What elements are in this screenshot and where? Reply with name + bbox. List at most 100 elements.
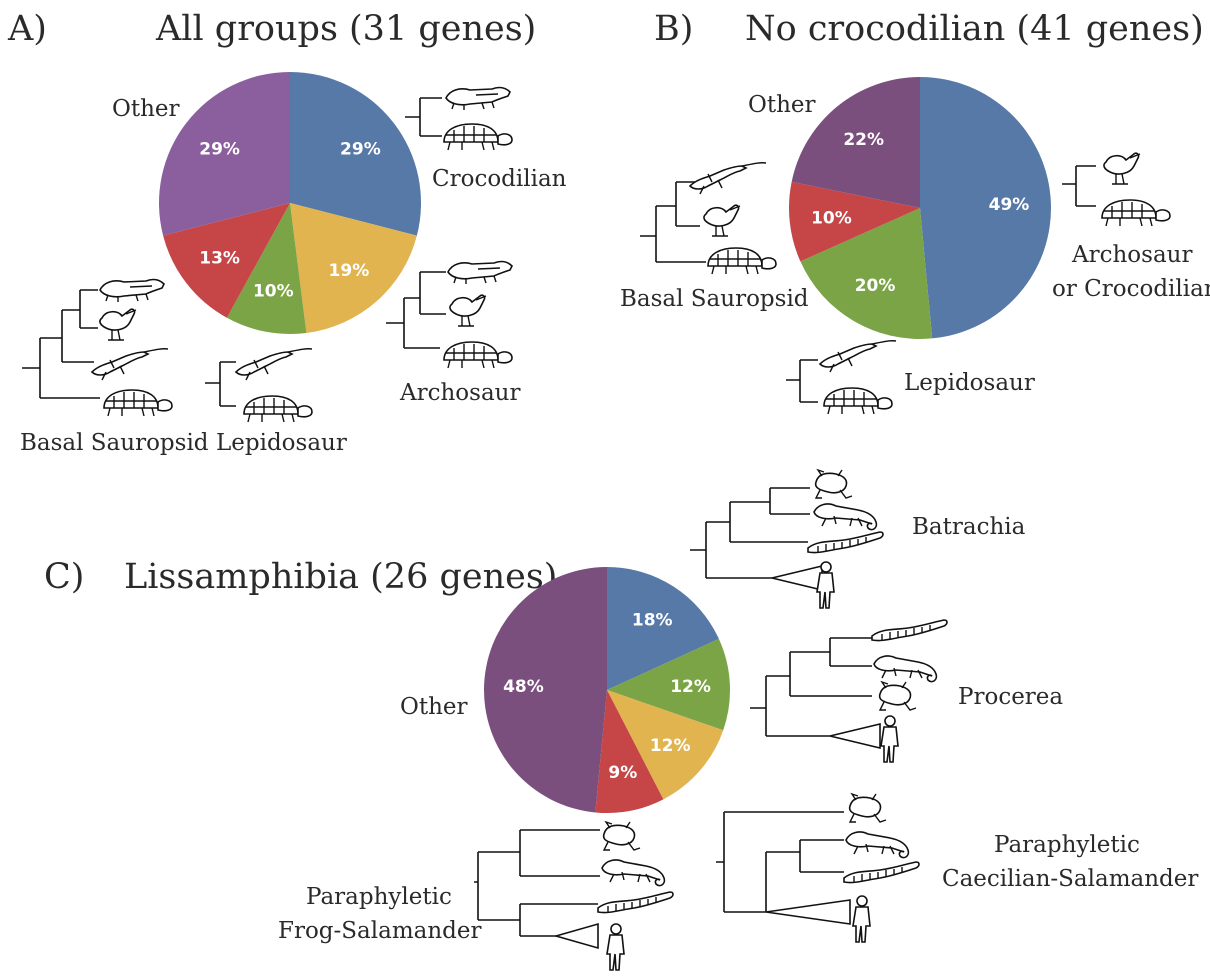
panel-c: C) Lissamphibia (26 genes) 18% 12% 12% 9% 48…: [44, 469, 1198, 971]
slice-label: 10%: [253, 282, 294, 302]
label-batrachia: Batrachia: [912, 514, 1026, 540]
frog-icon: [602, 821, 641, 851]
slice-label: 13%: [199, 249, 240, 269]
pie-slice: [791, 77, 920, 208]
tree-basal-sauropsid-a: [22, 278, 173, 417]
label-caecilian-salamander: Caecilian-Salamander: [942, 866, 1198, 892]
label-crocodilian-a: Crocodilian: [432, 166, 567, 192]
slice-label: 20%: [855, 276, 896, 296]
turtle-icon: [243, 395, 313, 423]
frog-icon: [878, 681, 917, 711]
slice-label: 19%: [329, 261, 370, 281]
chicken-icon: [703, 204, 741, 237]
caecilian-icon: [597, 891, 674, 914]
panel-a-letter: A): [7, 9, 47, 49]
human-icon: [880, 715, 899, 763]
human-icon: [852, 895, 871, 943]
label-basal-sauropsid-b: Basal Sauropsid: [620, 286, 809, 312]
turtle-icon: [443, 123, 513, 151]
human-icon: [816, 561, 835, 609]
tree-lepidosaur-a: [205, 347, 313, 423]
panel-c-title: Lissamphibia (26 genes): [124, 557, 557, 597]
chicken-icon: [449, 294, 487, 327]
pie-slice: [607, 567, 719, 690]
panel-b: B) No crocodilian (41 genes) 49% 20% 10% 22…: [620, 9, 1210, 415]
panel-a-title: All groups (31 genes): [155, 9, 536, 49]
tree-batrachia: [690, 469, 884, 609]
tree-paraphyletic-fs: [474, 821, 674, 971]
crocodile-icon: [447, 260, 513, 285]
slice-label: 29%: [340, 139, 381, 159]
tree-archosaur-a: [386, 260, 513, 369]
label-paraphyletic-fs: Paraphyletic: [306, 884, 452, 910]
turtle-icon: [443, 341, 513, 369]
tree-crocodilian-a: [405, 86, 513, 151]
chicken-icon: [99, 308, 137, 341]
lizard-icon: [235, 347, 313, 381]
human-icon: [606, 923, 625, 971]
turtle-icon: [103, 389, 173, 417]
pie-slice: [163, 203, 290, 318]
slice-label: 29%: [199, 139, 240, 159]
label-other-b: Other: [748, 92, 816, 118]
pie-slice: [290, 203, 417, 333]
lizard-icon: [91, 347, 169, 381]
label-procerea: Procerea: [958, 684, 1063, 710]
pie-slice: [607, 638, 730, 731]
slice-label: 9%: [608, 763, 637, 783]
crocodile-icon: [99, 278, 165, 303]
salamander-icon: [601, 859, 666, 887]
pie-chart-c: 18% 12% 12% 9% 48%: [484, 567, 730, 813]
slice-label: 18%: [632, 611, 673, 631]
tree-archosaur-b: [1062, 152, 1171, 227]
label-lepidosaur-b: Lepidosaur: [904, 370, 1035, 396]
frog-icon: [848, 793, 887, 823]
turtle-icon: [1101, 199, 1171, 227]
tree-procerea: [750, 619, 948, 763]
label-or-crocodilian-b: or Crocodilian: [1052, 276, 1210, 302]
panel-c-letter: C): [44, 557, 84, 597]
slice-label: 10%: [811, 209, 852, 229]
lizard-icon: [819, 339, 897, 373]
label-frog-salamander: Frog-Salamander: [278, 918, 482, 944]
slice-label: 22%: [843, 130, 884, 150]
label-paraphyletic-cs: Paraphyletic: [994, 832, 1140, 858]
pie-slice: [484, 567, 607, 813]
pie-slice: [607, 690, 724, 800]
pie-slice: [800, 208, 933, 339]
chicken-icon: [1103, 152, 1141, 185]
salamander-icon: [873, 655, 938, 683]
panel-a: A) All groups (31 genes) 29%19%10%13%29%…: [7, 9, 567, 456]
tree-basal-sauropsid-b: [640, 161, 777, 275]
panel-b-title: No crocodilian (41 genes): [745, 9, 1204, 49]
pie-chart-a: 29% 19% 10% 13% 29%: [158, 72, 422, 334]
turtle-icon: [707, 247, 777, 275]
slice-label: 48%: [503, 677, 544, 697]
label-lepidosaur-a: Lepidosaur: [216, 430, 347, 456]
pie-slice: [595, 690, 664, 813]
label-archosaur-b: Archosaur: [1071, 242, 1192, 268]
pie-slice: [788, 181, 920, 262]
caecilian-icon: [807, 531, 884, 554]
slice-label: 49%: [989, 195, 1030, 215]
turtle-icon: [823, 387, 893, 415]
crocodile-icon: [445, 86, 511, 111]
frog-icon: [814, 469, 853, 499]
panel-b-letter: B): [654, 9, 693, 49]
caecilian-icon: [843, 861, 920, 884]
label-other-c: Other: [400, 694, 468, 720]
pie-slice: [920, 77, 1051, 339]
salamander-icon: [813, 503, 878, 531]
tree-paraphyletic-cs: [716, 793, 920, 943]
slice-label: 12%: [650, 736, 691, 756]
salamander-icon: [845, 831, 910, 859]
lizard-icon: [689, 161, 767, 195]
pie-slice: [158, 72, 290, 236]
slice-label: 12%: [670, 677, 711, 697]
label-basal-sauropsid-a: Basal Sauropsid: [20, 430, 209, 456]
label-other-a: Other: [112, 96, 180, 122]
pie-slice: [290, 72, 422, 236]
tree-lepidosaur-b: [786, 339, 897, 415]
caecilian-icon: [871, 619, 948, 642]
